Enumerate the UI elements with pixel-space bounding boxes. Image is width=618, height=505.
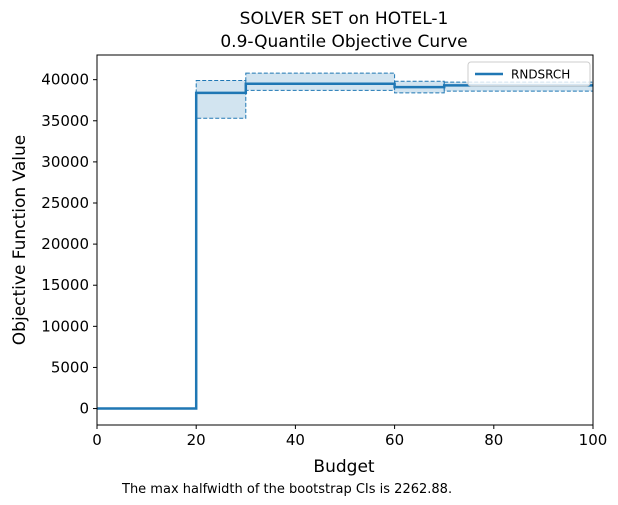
legend: RNDSRCH [467, 61, 591, 87]
x-tick-label-1: 20 [187, 431, 206, 449]
x-tick-label-0: 0 [92, 431, 102, 449]
chart-title-line1: SOLVER SET on HOTEL-1 [240, 9, 449, 29]
y-tick-label-7: 35000 [41, 112, 89, 130]
y-axis-label: Objective Function Value [10, 135, 30, 345]
chart-title-line2: 0.9-Quantile Objective Curve [220, 32, 467, 52]
y-tick-label-0: 0 [79, 400, 89, 418]
plot-frame [96, 54, 594, 426]
x-tick-label-4: 80 [484, 431, 503, 449]
ci-band-0-2 [245, 72, 396, 91]
x-axis-label: Budget [313, 457, 374, 477]
y-tick-label-8: 40000 [41, 71, 89, 89]
legend-label: RNDSRCH [511, 68, 570, 82]
legend-box [467, 61, 591, 87]
x-tick-label-2: 40 [286, 431, 305, 449]
ci-band-0-1 [195, 79, 247, 119]
series-line-0 [97, 82, 593, 410]
y-tick-label-4: 20000 [41, 235, 89, 253]
y-tick-label-5: 25000 [41, 194, 89, 212]
y-tick-label-2: 10000 [41, 317, 89, 335]
x-tick-label-5: 100 [579, 431, 608, 449]
y-tick-label-3: 15000 [41, 276, 89, 294]
plot-area: 0 20 40 60 80 100 0 5000 10000 15000 20000 25000 300… [41, 54, 608, 449]
x-tick-label-3: 60 [385, 431, 404, 449]
footnote: The max halfwidth of the bootstrap CIs i… [121, 482, 452, 497]
y-tick-label-6: 30000 [41, 153, 89, 171]
y-tick-label-1: 5000 [51, 358, 89, 376]
